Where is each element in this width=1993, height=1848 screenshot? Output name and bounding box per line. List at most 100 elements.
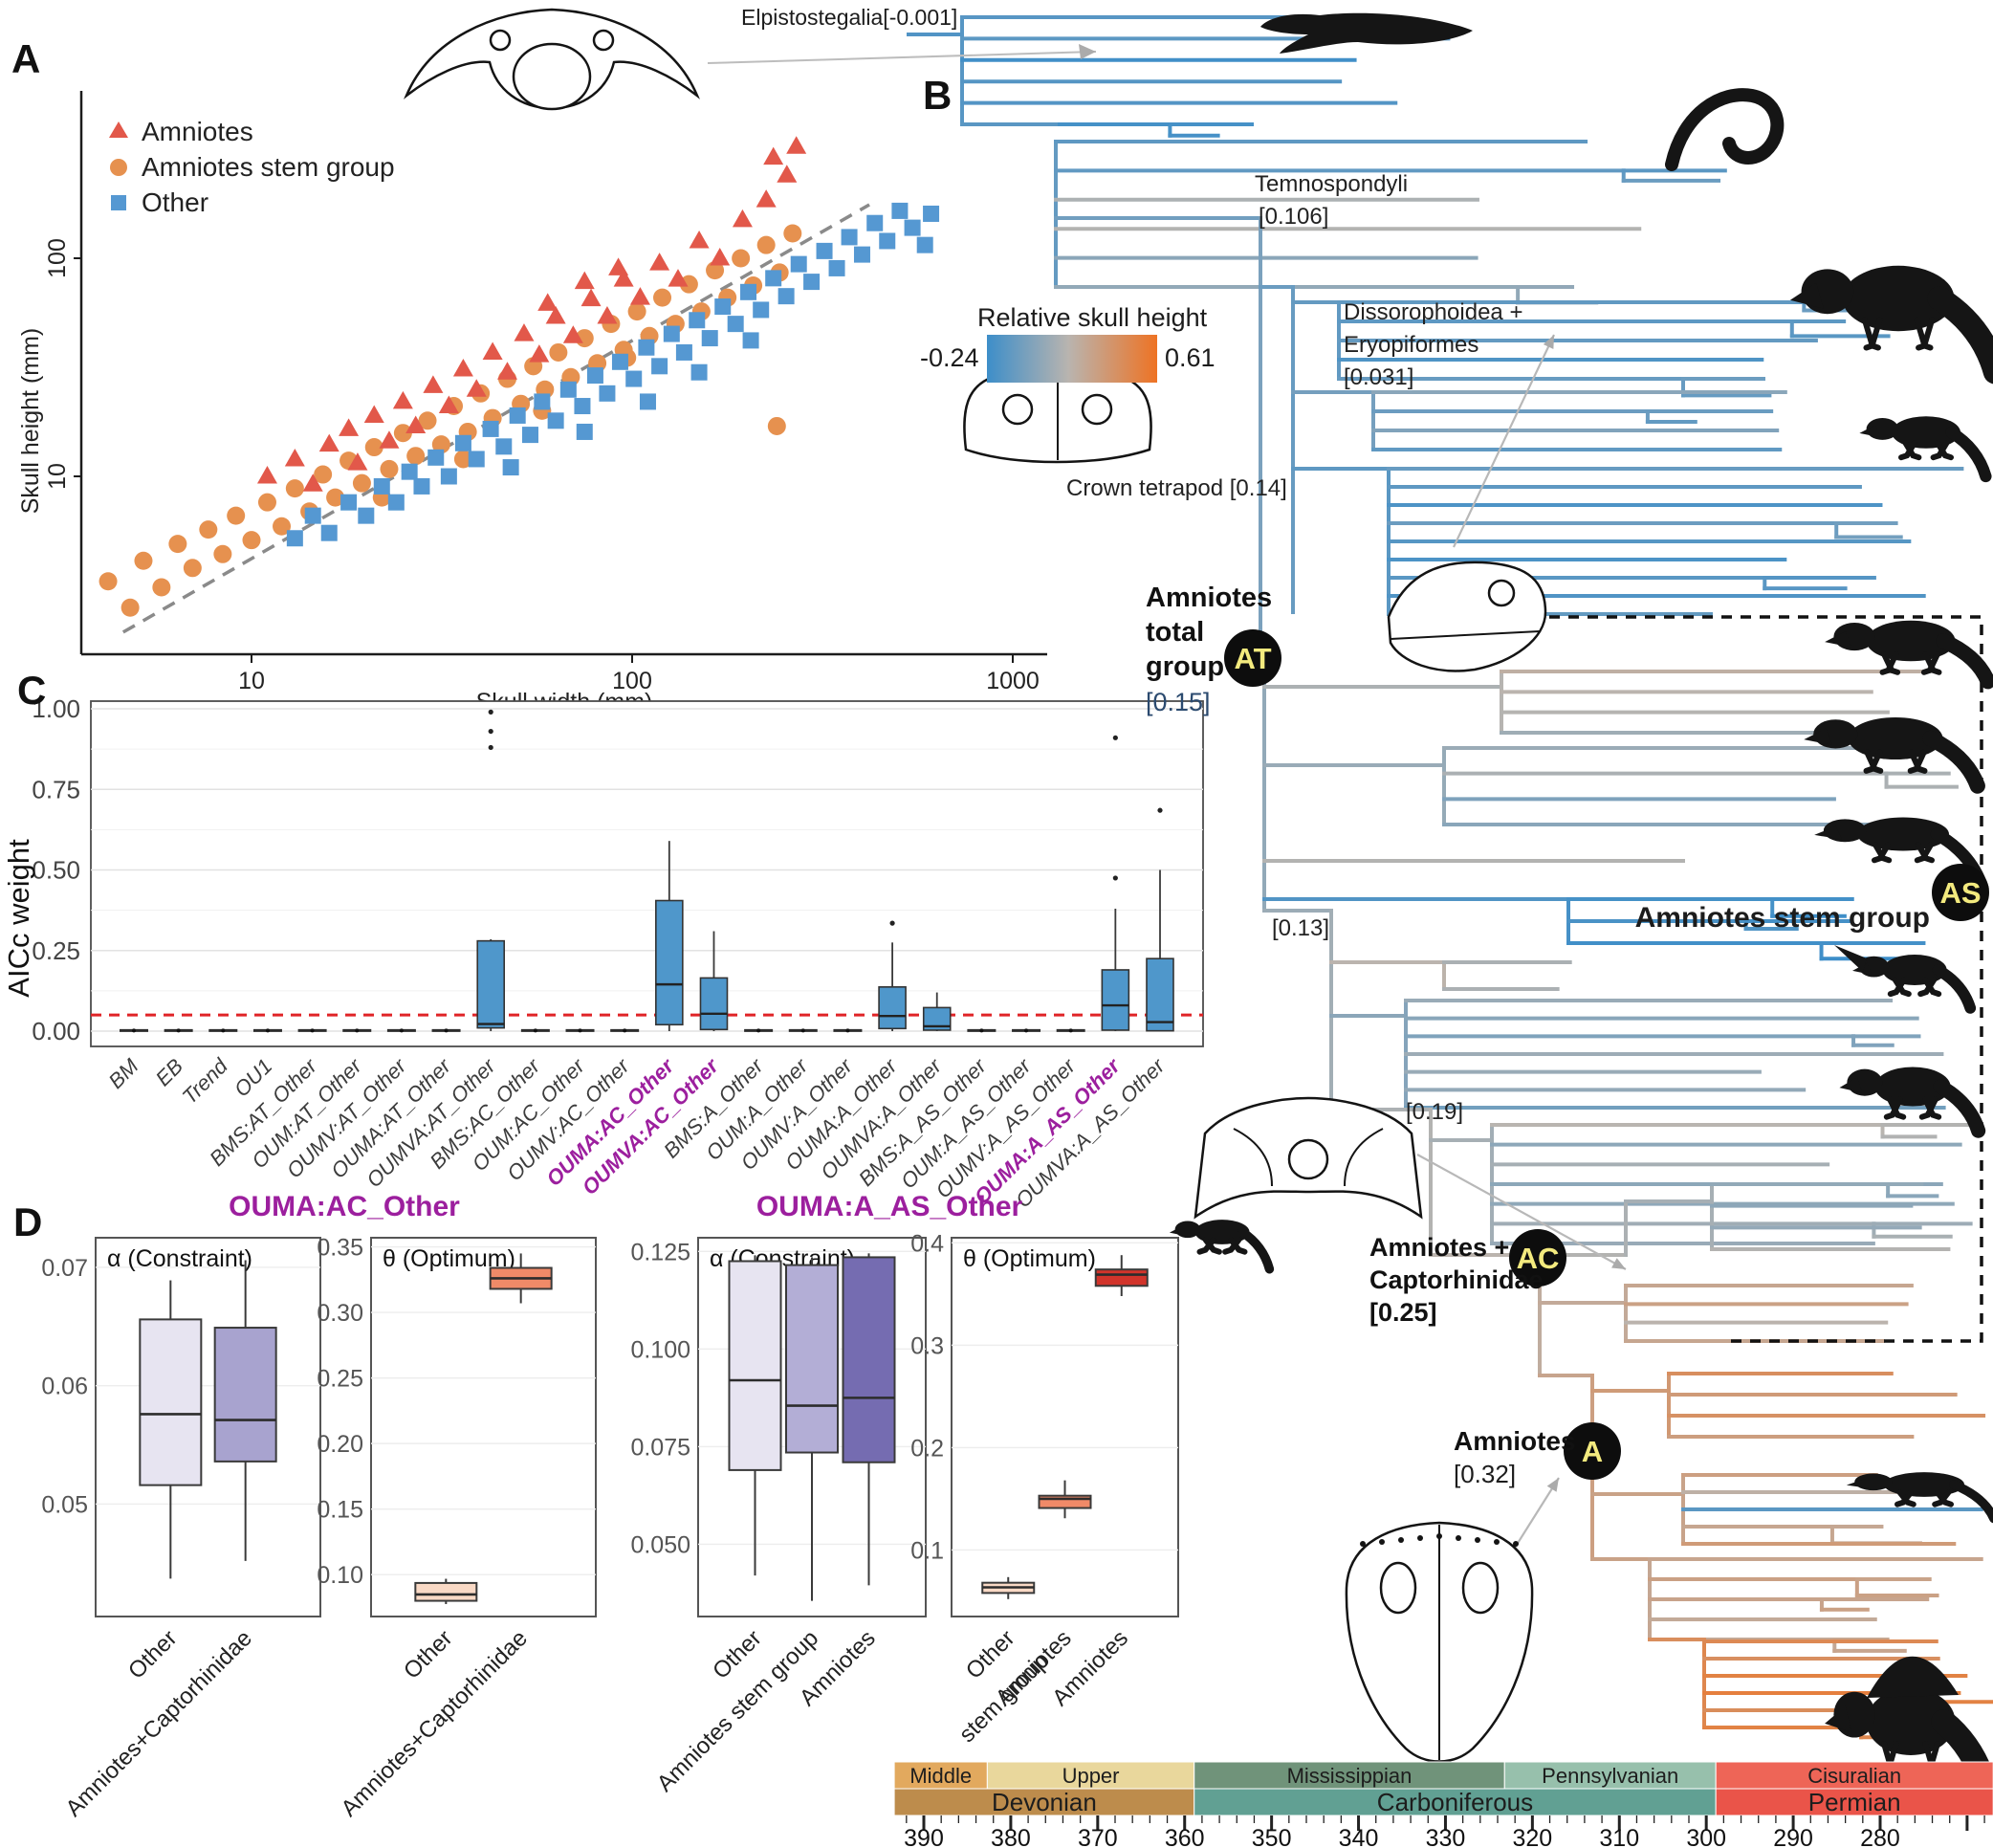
node-badge-label-AT: AT: [1234, 642, 1271, 675]
point-amniote: [452, 358, 473, 377]
point-amniote-stem: [257, 493, 276, 512]
point-amniote-stem: [706, 261, 725, 280]
point-amniote-stem: [627, 302, 646, 321]
point-amniote-stem: [314, 465, 333, 484]
silhouette-embolomere-leg: [1922, 651, 1942, 675]
annotation-amniotes-captorhinidae-1: Amniotes +: [1369, 1233, 1510, 1262]
point-other: [625, 370, 643, 387]
panel-d-boxplots: 0.050.060.07 α (Constraint)OtherAmniotes+…: [41, 1230, 1179, 1822]
box: [842, 1256, 896, 1463]
panel-b-label: B: [923, 73, 953, 118]
point-amniote-stem: [285, 479, 304, 498]
point-amniote-stem: [767, 416, 786, 435]
period-carboniferous: [1194, 1788, 1717, 1816]
colorbar-min: -0.24: [920, 343, 979, 372]
point-other: [358, 507, 375, 524]
point-other: [916, 236, 933, 253]
silhouette-aistopod: [1665, 88, 1785, 171]
silhouette-araeoscelid: [1884, 1472, 1964, 1497]
point-amniote-stem: [393, 424, 412, 443]
silhouette-diadectid-tail: [1933, 1079, 1986, 1138]
point-other: [373, 477, 390, 495]
point-other: [853, 246, 870, 263]
category-label: BM: [104, 1053, 143, 1092]
point-amniote-stem: [732, 249, 751, 268]
point-other: [468, 451, 485, 468]
point-amniote-stem: [453, 450, 472, 469]
legend-label: Other: [142, 187, 208, 217]
annotation-amniotes-value: [0.32]: [1454, 1460, 1517, 1488]
point-other: [521, 427, 538, 444]
axis-tick-label: 290: [1773, 1825, 1813, 1848]
node-badge-AT: [1224, 629, 1281, 687]
point-other: [304, 507, 321, 524]
point-amniote-stem: [213, 544, 232, 563]
point-other: [509, 407, 526, 424]
y-tick-label: 0.050: [630, 1531, 690, 1558]
silhouette-synapsid: [1866, 1688, 1956, 1755]
y-tick-label: 0.20: [317, 1431, 363, 1458]
node-badge-label-AC: AC: [1517, 1242, 1560, 1275]
silhouette-diadectid-leg: [1883, 1096, 1903, 1120]
silhouette-diadectid-snout: [1839, 1077, 1863, 1093]
annotation-node-019: [0.19]: [1406, 1099, 1464, 1125]
y-tick-label: 0.50: [32, 856, 80, 885]
point-amniote-stem: [431, 435, 450, 454]
point-other: [891, 202, 909, 219]
silhouette-temnospondyl-leg: [1863, 317, 1883, 351]
y-tick-label: 0.125: [630, 1239, 690, 1265]
period-label: Devonian: [992, 1788, 1097, 1816]
point-amniote-stem: [199, 520, 218, 539]
axis-tick-label: 340: [1339, 1825, 1379, 1848]
annotation-amniotes-captorhinidae-value: [0.25]: [1369, 1298, 1437, 1327]
skull-drawing-ventral-tooth: [1513, 1541, 1519, 1547]
flat-dot: [221, 1028, 226, 1033]
outlier: [488, 728, 493, 735]
point-other: [611, 353, 628, 370]
silhouette-araeoscelid-leg: [1896, 1489, 1916, 1507]
colorbar-gradient: [987, 335, 1157, 383]
panel-d-title-aas: OUMA:A_AS_Other: [756, 1191, 1023, 1222]
flat-dot: [355, 1028, 360, 1033]
legend-marker-other: [111, 195, 126, 210]
connector-line: [1416, 1154, 1627, 1270]
silhouette-embolomere-snout: [1825, 630, 1851, 648]
flat-dot: [1024, 1028, 1029, 1033]
point-amniote: [649, 253, 670, 271]
epoch-middle: [893, 1761, 988, 1790]
point-amniote: [339, 418, 360, 436]
box: [1101, 969, 1130, 1031]
node-badge-AS: [1932, 864, 1989, 921]
annotation-amniotes-total-2: total: [1146, 617, 1205, 648]
y-tick-label: 0.00: [32, 1017, 80, 1045]
point-amniote-stem: [183, 559, 202, 578]
category-label: Other: [123, 1625, 183, 1684]
silhouette-amphibian-leg: [1898, 440, 1917, 461]
silhouette-embolomere: [1866, 620, 1956, 662]
x-tick-label: 1000: [986, 668, 1040, 694]
epoch-cisuralian: [1715, 1761, 1993, 1790]
skull-drawing-lateral-orbit: [1487, 579, 1516, 607]
annotation-amniotes-captorhinidae-2: Captorhinidae: [1369, 1265, 1544, 1294]
skull-drawing-ventral-tooth: [1398, 1537, 1404, 1543]
point-amniote: [256, 466, 277, 484]
y-tick-label: 0.2: [910, 1435, 944, 1462]
point-other: [559, 381, 577, 398]
point-other: [574, 398, 591, 415]
skull-drawing-lateral-jaw: [1390, 630, 1541, 640]
point-amniote-stem: [783, 224, 802, 243]
flat-dot: [265, 1028, 270, 1033]
epoch-label: Upper: [1062, 1764, 1120, 1788]
annotation-node-013: [0.13]: [1272, 915, 1330, 941]
flat-dot: [533, 1028, 537, 1033]
silhouette-recumbirostran-leg: [1196, 1237, 1216, 1255]
flat-dot: [845, 1028, 850, 1033]
point-other: [502, 459, 519, 476]
skull-drawing-occipital-foramen: [1287, 1138, 1329, 1180]
skull-drawing-ventral-tooth: [1360, 1541, 1366, 1547]
axis-tick-label: 370: [1078, 1825, 1118, 1848]
category-label: Trend: [178, 1053, 233, 1109]
point-other: [803, 274, 821, 291]
y-tick-label: 0.1: [910, 1537, 944, 1564]
y-tick-label: 0.05: [41, 1491, 88, 1518]
